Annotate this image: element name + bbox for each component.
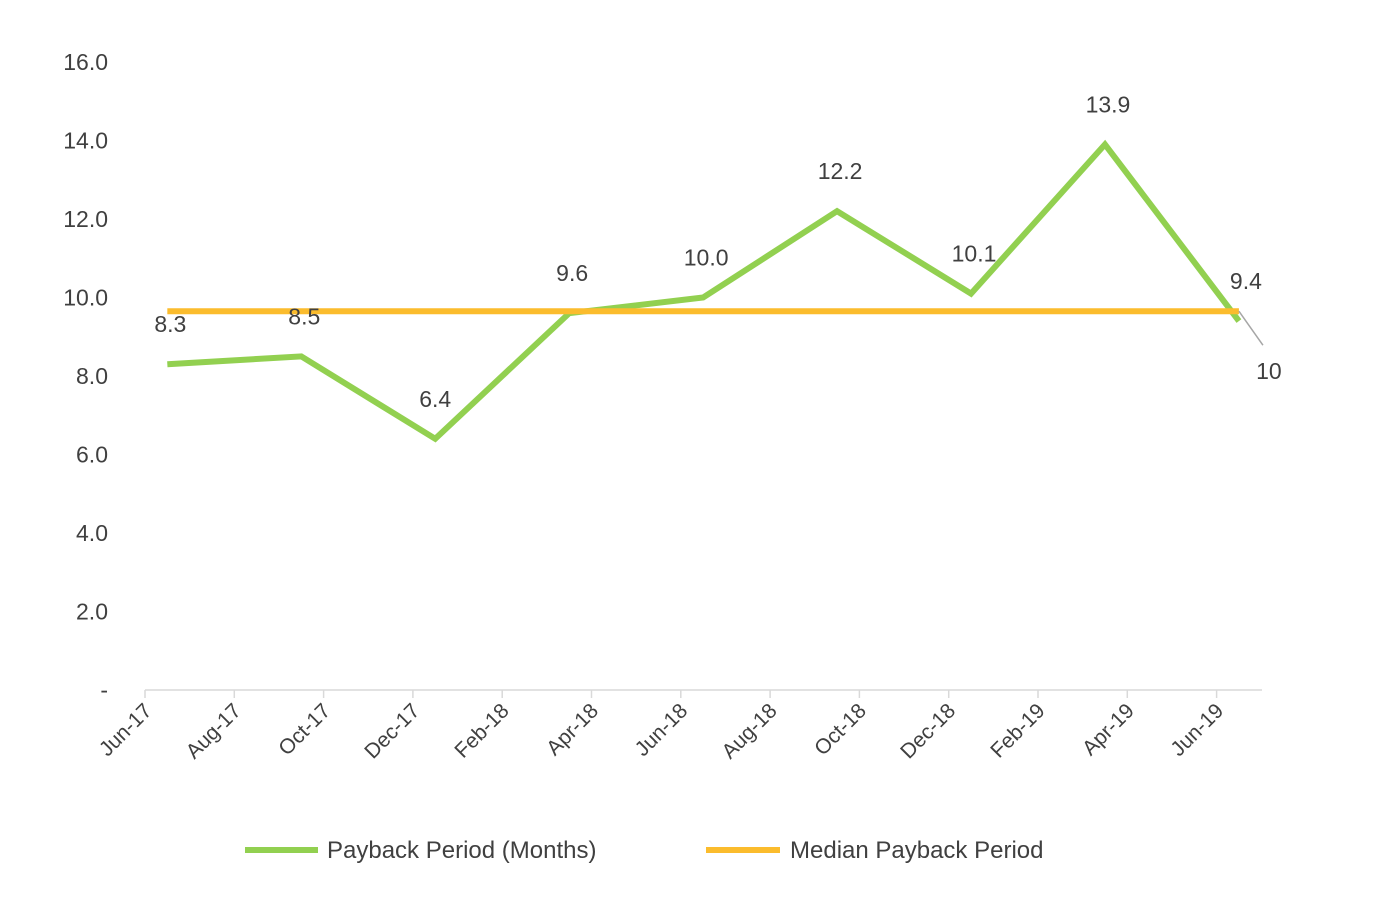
data-label: 10.1: [952, 241, 997, 267]
data-label: 9.6: [556, 260, 588, 286]
y-tick-label: 2.0: [76, 599, 108, 625]
legend-label-median: Median Payback Period: [790, 837, 1043, 864]
median-label-leader: [1238, 310, 1264, 346]
y-tick-label: -: [100, 677, 108, 703]
data-label: 8.3: [154, 311, 186, 337]
x-tick-label: Feb-18: [450, 699, 513, 762]
legend-label-payback: Payback Period (Months): [327, 837, 596, 864]
data-label: 8.5: [288, 303, 320, 329]
x-tick-label: Dec-18: [896, 699, 960, 763]
x-tick-label: Dec-17: [360, 699, 424, 763]
x-tick-label: Oct-18: [810, 699, 871, 760]
y-tick-label: 4.0: [76, 520, 108, 546]
x-tick-label: Aug-18: [717, 699, 781, 763]
y-tick-label: 10.0: [63, 285, 108, 311]
y-tick-label: 8.0: [76, 363, 108, 389]
x-tick-label: Apr-18: [542, 699, 603, 760]
data-label: 9.4: [1230, 268, 1262, 294]
payback-period-line: [167, 139, 1242, 443]
x-tick-label: Jun-19: [1166, 699, 1228, 761]
y-tick-label: 16.0: [63, 49, 108, 75]
x-tick-label: Oct-17: [274, 699, 335, 760]
y-tick-label: 12.0: [63, 206, 108, 232]
y-tick-label: 6.0: [76, 442, 108, 468]
data-label: 10.0: [684, 245, 729, 271]
data-label: 13.9: [1086, 91, 1131, 117]
data-label: 6.4: [419, 386, 451, 412]
median-data-label: 10: [1256, 358, 1282, 384]
y-tick-label: 14.0: [63, 128, 108, 154]
x-tick-label: Aug-17: [182, 699, 246, 763]
x-tick-label: Apr-19: [1078, 699, 1139, 760]
data-label: 12.2: [818, 158, 863, 184]
x-tick-label: Feb-19: [986, 699, 1049, 762]
x-tick-label: Jun-18: [631, 699, 693, 761]
x-tick-label: Jun-17: [95, 699, 157, 761]
